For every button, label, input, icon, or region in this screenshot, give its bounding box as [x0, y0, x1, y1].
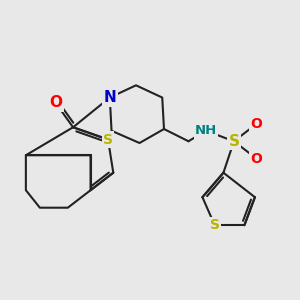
Text: O: O: [251, 152, 262, 166]
Text: O: O: [251, 117, 262, 131]
Text: NH: NH: [195, 124, 217, 137]
Text: O: O: [49, 95, 62, 110]
Text: S: S: [210, 218, 220, 232]
Text: S: S: [228, 134, 239, 149]
Text: N: N: [103, 90, 116, 105]
Text: S: S: [103, 133, 113, 146]
